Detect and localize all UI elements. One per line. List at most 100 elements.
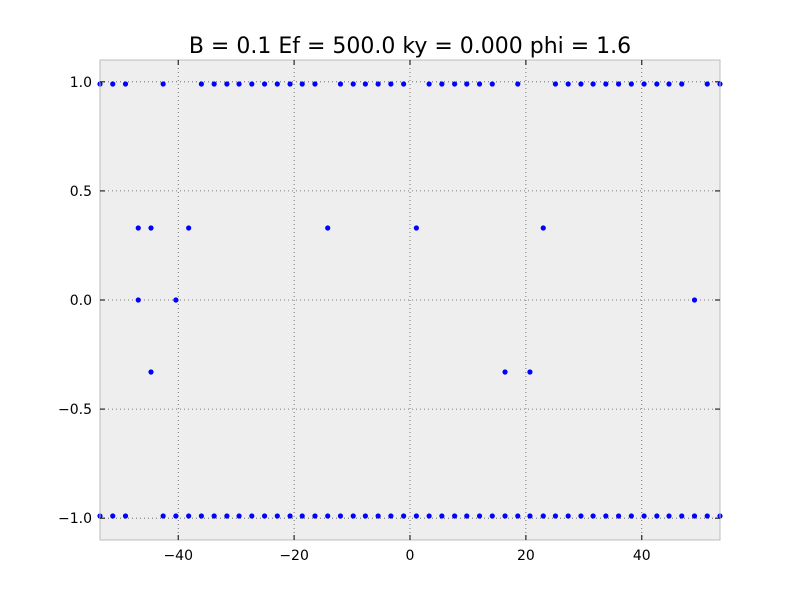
- data-point: [590, 513, 596, 519]
- data-points: [97, 81, 723, 519]
- data-point: [426, 513, 432, 519]
- data-point: [160, 81, 166, 87]
- data-point: [261, 513, 268, 519]
- data-point: [489, 513, 495, 519]
- data-point: [401, 513, 407, 519]
- data-point: [299, 81, 305, 87]
- data-point: [350, 81, 356, 87]
- data-point: [679, 81, 685, 87]
- data-point: [464, 81, 470, 87]
- data-point: [679, 513, 685, 519]
- data-point: [654, 513, 660, 519]
- grid: [100, 60, 720, 540]
- y-tick-label: 0.5: [70, 184, 92, 200]
- data-point: [274, 513, 280, 519]
- data-point: [641, 513, 647, 519]
- data-point: [565, 81, 571, 87]
- data-point: [552, 81, 559, 87]
- data-point: [502, 369, 508, 375]
- data-point: [464, 513, 470, 519]
- data-point: [274, 81, 280, 87]
- data-point: [249, 81, 255, 87]
- x-tick-label: 0: [406, 548, 415, 564]
- x-axis: −40 −20 0 20 40: [163, 548, 650, 564]
- data-point: [287, 81, 293, 87]
- data-point: [704, 513, 710, 519]
- data-point: [565, 513, 571, 519]
- data-point: [211, 81, 217, 87]
- data-point: [173, 297, 179, 303]
- data-point: [388, 513, 394, 519]
- data-point: [312, 81, 318, 87]
- x-tick-label: 40: [633, 548, 651, 564]
- data-point: [173, 513, 179, 519]
- data-point: [628, 81, 634, 87]
- data-point: [236, 81, 242, 87]
- data-point: [578, 513, 584, 519]
- data-point: [312, 513, 318, 519]
- data-point: [502, 513, 508, 519]
- x-tick-label: −20: [279, 548, 309, 564]
- data-point: [489, 81, 495, 87]
- data-point: [666, 513, 672, 519]
- data-point: [350, 513, 356, 519]
- data-point: [299, 513, 305, 519]
- y-tick-label: −1.0: [58, 511, 92, 527]
- data-point: [325, 513, 331, 519]
- data-point: [148, 369, 154, 375]
- data-point: [325, 225, 331, 231]
- data-point: [552, 513, 559, 519]
- data-point: [135, 225, 141, 231]
- data-point: [261, 81, 268, 87]
- x-tick-label: 20: [517, 548, 535, 564]
- data-point: [476, 81, 483, 87]
- data-point: [615, 513, 622, 519]
- data-point: [362, 513, 368, 519]
- data-point: [337, 513, 344, 519]
- data-point: [375, 513, 381, 519]
- data-point: [691, 297, 698, 303]
- data-point: [375, 81, 381, 87]
- data-point: [148, 225, 154, 231]
- data-point: [287, 513, 293, 519]
- data-point: [603, 81, 609, 87]
- data-point: [249, 513, 255, 519]
- data-point: [540, 513, 546, 519]
- data-point: [160, 513, 166, 519]
- data-point: [362, 81, 368, 87]
- data-point: [439, 513, 445, 519]
- data-point: [186, 225, 192, 231]
- data-point: [401, 81, 407, 87]
- data-point: [211, 513, 217, 519]
- data-point: [224, 81, 230, 87]
- chart-title: B = 0.1 Ef = 500.0 ky = 0.000 phi = 1.6: [189, 34, 631, 59]
- data-point: [110, 513, 116, 519]
- data-point: [198, 513, 205, 519]
- data-point: [590, 81, 596, 87]
- y-tick-label: −0.5: [58, 402, 92, 418]
- data-point: [224, 513, 230, 519]
- data-point: [388, 81, 394, 87]
- data-point: [426, 81, 432, 87]
- data-point: [615, 81, 622, 87]
- data-point: [452, 513, 458, 519]
- data-point: [704, 81, 710, 87]
- data-point: [578, 81, 584, 87]
- data-point: [110, 81, 116, 87]
- data-point: [186, 513, 192, 519]
- data-point: [515, 513, 521, 519]
- y-tick-label: 1.0: [70, 75, 92, 91]
- data-point: [135, 297, 141, 303]
- data-point: [527, 369, 533, 375]
- data-point: [413, 225, 419, 231]
- data-point: [691, 513, 698, 519]
- data-point: [439, 81, 445, 87]
- data-point: [122, 81, 129, 87]
- data-point: [413, 513, 419, 519]
- x-tick-label: −40: [163, 548, 193, 564]
- data-point: [666, 81, 672, 87]
- data-point: [527, 513, 533, 519]
- data-point: [641, 81, 647, 87]
- data-point: [540, 225, 546, 231]
